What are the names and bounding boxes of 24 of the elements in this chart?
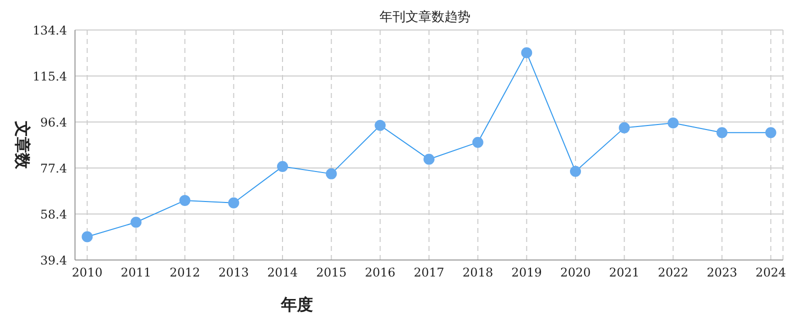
x-tick-label: 2024 xyxy=(756,266,786,280)
x-tick-label: 2011 xyxy=(120,266,152,280)
x-tick-label: 2020 xyxy=(560,266,591,280)
y-tick-label: 58.4 xyxy=(40,207,68,222)
x-tick-label: 2012 xyxy=(170,266,200,280)
x-tick-label: 2010 xyxy=(72,266,102,280)
x-tick-label: 2022 xyxy=(658,266,688,280)
x-tick-label: 2015 xyxy=(316,266,347,280)
y-tick-label: 115.4 xyxy=(32,69,68,84)
x-tick-label: 2018 xyxy=(462,266,494,280)
x-tick-label: 2019 xyxy=(511,266,542,280)
y-tick-label: 96.4 xyxy=(40,115,68,130)
chart-title: 年刊文章数趋势 xyxy=(378,9,472,26)
x-tick-label: 2016 xyxy=(364,266,396,280)
y-axis-title: 文章数 xyxy=(13,120,32,170)
y-tick-label: 77.4 xyxy=(40,161,68,176)
x-tick-label: 2013 xyxy=(218,266,249,280)
y-tick-label: 39.4 xyxy=(40,253,68,268)
x-tick-label: 2021 xyxy=(609,266,640,280)
x-axis-title: 年度 xyxy=(280,295,313,314)
x-tick-label: 2014 xyxy=(267,266,298,280)
y-tick-label: 134.4 xyxy=(32,23,68,38)
x-tick-label: 2017 xyxy=(414,266,444,280)
x-tick-label: 2023 xyxy=(706,266,738,280)
